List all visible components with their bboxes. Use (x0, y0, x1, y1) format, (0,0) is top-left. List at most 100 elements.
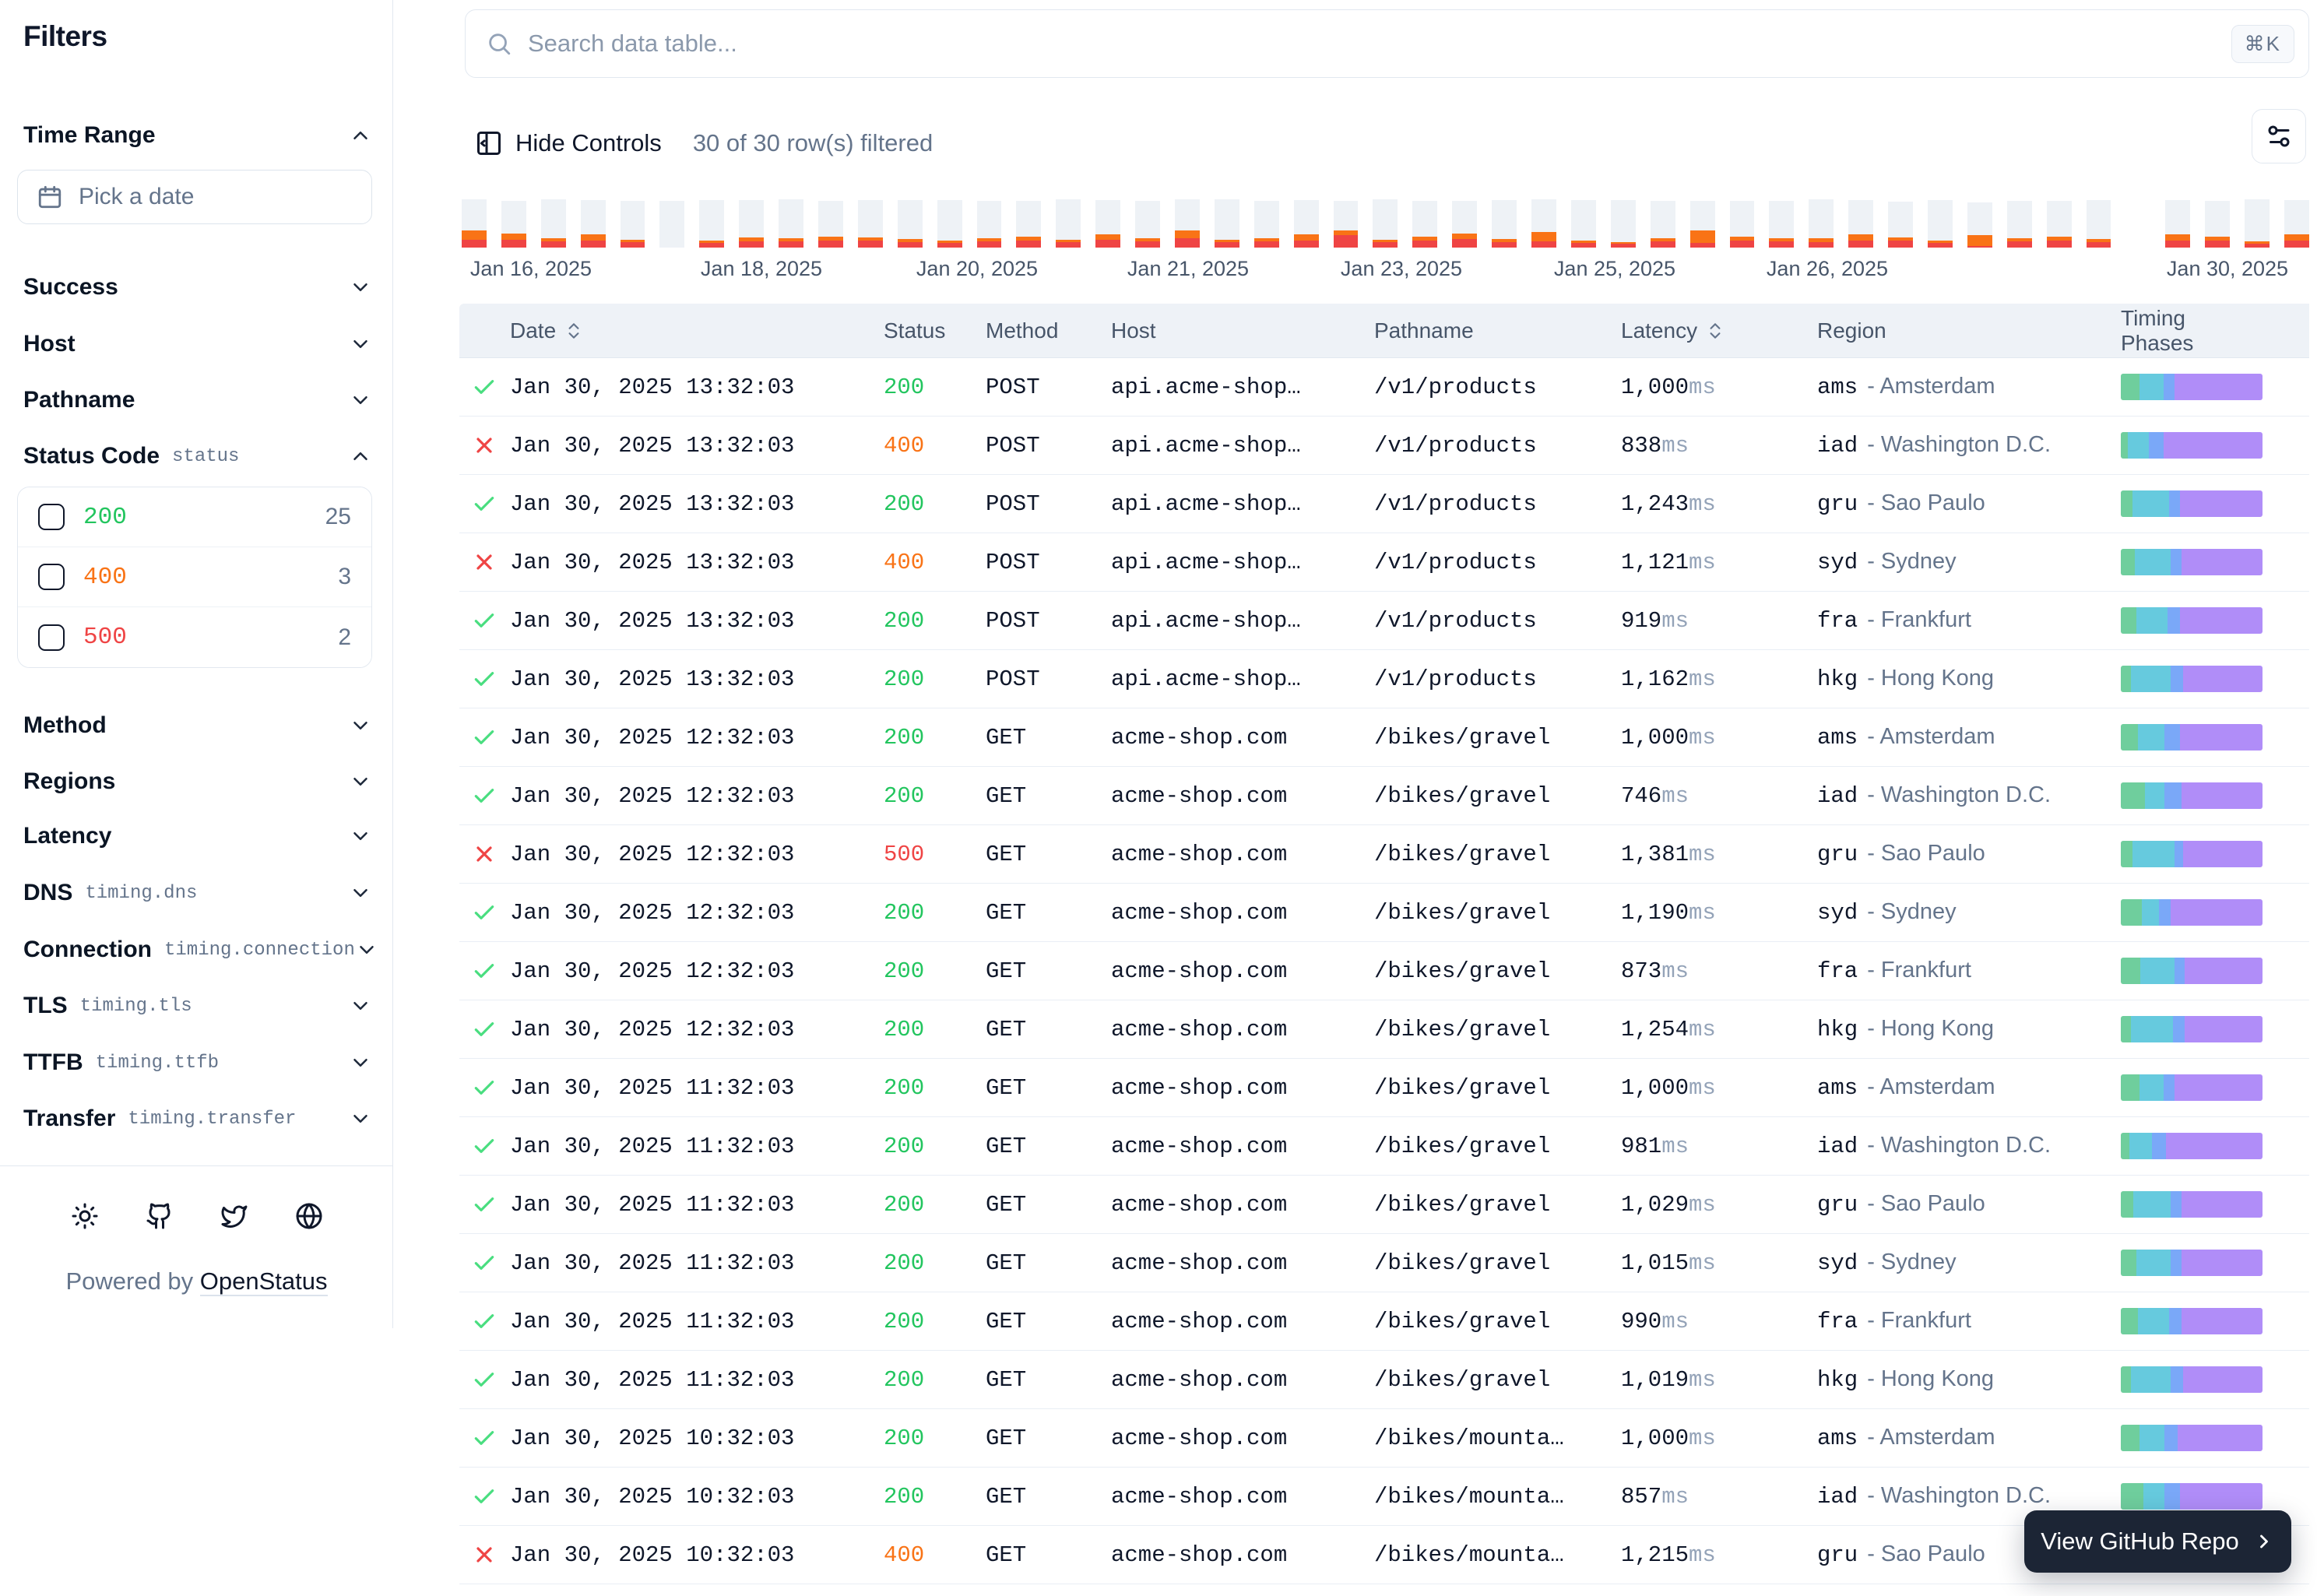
twitter-link[interactable] (217, 1199, 251, 1233)
view-options-button[interactable] (2252, 109, 2306, 163)
timeline-bar[interactable] (2284, 199, 2309, 248)
timeline-bar[interactable] (739, 199, 765, 248)
timeline-bar[interactable] (1452, 199, 1478, 248)
column-header-status[interactable]: Status (884, 318, 986, 343)
column-header-method[interactable]: Method (986, 318, 1111, 343)
timeline-bar[interactable] (659, 199, 685, 248)
timeline-bar[interactable] (1848, 199, 1874, 248)
table-row[interactable]: Jan 30, 2025 12:32:03 200 GET acme-shop.… (459, 767, 2309, 825)
checkbox[interactable] (38, 564, 65, 590)
timeline-bar[interactable] (1175, 199, 1200, 248)
timeline-bar[interactable] (1412, 199, 1438, 248)
timeline-bar[interactable] (1927, 199, 1953, 248)
column-header-host[interactable]: Host (1111, 318, 1374, 343)
table-row[interactable]: Jan 30, 2025 12:32:03 200 GET acme-shop.… (459, 942, 2309, 1000)
section-ttfb[interactable]: TTFB timing.ttfb (23, 1044, 372, 1081)
column-header-region[interactable]: Region (1817, 318, 2121, 343)
timeline-bar[interactable] (2205, 199, 2231, 248)
hide-controls-button[interactable]: Hide Controls (475, 129, 662, 157)
status-code-option[interactable]: 200 25 (18, 487, 371, 547)
table-row[interactable]: Jan 30, 2025 13:32:03 200 POST api.acme-… (459, 650, 2309, 708)
timeline-bar[interactable] (779, 199, 804, 248)
timeline-bar[interactable] (620, 199, 645, 248)
table-row[interactable]: Jan 30, 2025 12:32:03 200 GET acme-shop.… (459, 884, 2309, 942)
section-tls[interactable]: TLS timing.tls (23, 987, 372, 1025)
section-transfer[interactable]: Transfer timing.transfer (23, 1100, 372, 1137)
timeline-bar[interactable] (1570, 199, 1596, 248)
section-regions[interactable]: Regions (23, 763, 372, 800)
table-row[interactable]: Jan 30, 2025 11:32:03 200 GET acme-shop.… (459, 1059, 2309, 1117)
table-row[interactable]: Jan 30, 2025 13:32:03 400 POST api.acme-… (459, 533, 2309, 592)
table-row[interactable]: Jan 30, 2025 13:32:03 200 POST api.acme-… (459, 358, 2309, 417)
timeline-bar[interactable] (1809, 199, 1834, 248)
status-code-option[interactable]: 400 3 (18, 547, 371, 607)
timeline-bar[interactable] (2245, 199, 2270, 248)
section-host[interactable]: Host (23, 325, 372, 363)
table-row[interactable]: Jan 30, 2025 13:32:03 400 POST api.acme-… (459, 417, 2309, 475)
timeline-bar[interactable] (1056, 199, 1081, 248)
checkbox[interactable] (38, 624, 65, 651)
section-method[interactable]: Method (23, 707, 372, 744)
timeline-bar[interactable] (540, 199, 566, 248)
timeline-bar[interactable] (2125, 199, 2150, 248)
table-row[interactable]: Jan 30, 2025 12:32:03 500 GET acme-shop.… (459, 825, 2309, 884)
section-dns[interactable]: DNS timing.dns (23, 874, 372, 912)
table-row[interactable]: Jan 30, 2025 12:32:03 200 GET acme-shop.… (459, 708, 2309, 767)
timeline-bar[interactable] (1214, 199, 1239, 248)
table-row[interactable]: Jan 30, 2025 13:32:03 200 POST api.acme-… (459, 592, 2309, 650)
openstatus-link[interactable]: OpenStatus (199, 1267, 328, 1296)
timeline-bar[interactable] (1095, 199, 1121, 248)
timeline-bar[interactable] (2165, 199, 2191, 248)
section-pathname[interactable]: Pathname (23, 381, 372, 419)
section-latency[interactable]: Latency (23, 817, 372, 855)
date-picker-input[interactable]: Pick a date (17, 170, 372, 224)
column-header-latency[interactable]: Latency (1621, 318, 1817, 343)
column-header-pathname[interactable]: Pathname (1374, 318, 1621, 343)
timeline-bar[interactable] (976, 199, 1002, 248)
timeline-bar[interactable] (937, 199, 962, 248)
checkbox[interactable] (38, 504, 65, 530)
timeline-bar[interactable] (1373, 199, 1398, 248)
table-row[interactable]: Jan 30, 2025 10:32:03 400 GET acme-shop.… (459, 1526, 2309, 1584)
timeline-bar[interactable] (1888, 199, 1913, 248)
timeline-bar[interactable] (1333, 199, 1359, 248)
timeline-bar[interactable] (1729, 199, 1755, 248)
table-row[interactable]: Jan 30, 2025 11:32:03 200 GET acme-shop.… (459, 1234, 2309, 1292)
github-link[interactable] (142, 1199, 177, 1233)
table-row[interactable]: Jan 30, 2025 13:32:03 200 POST api.acme-… (459, 475, 2309, 533)
table-row[interactable]: Jan 30, 2025 12:32:03 200 GET acme-shop.… (459, 1000, 2309, 1059)
timeline-bar[interactable] (818, 199, 843, 248)
view-github-repo-button[interactable]: View GitHub Repo (2024, 1510, 2291, 1573)
theme-toggle-button[interactable] (68, 1199, 102, 1233)
website-link[interactable] (292, 1199, 326, 1233)
timeline-bar[interactable] (699, 199, 725, 248)
timeline-bar[interactable] (580, 199, 606, 248)
timeline-bar[interactable] (1253, 199, 1279, 248)
timeline-bar[interactable] (462, 199, 487, 248)
timeline-bar[interactable] (1293, 199, 1319, 248)
section-status-code[interactable]: Status Code status (23, 438, 372, 475)
timeline-bar[interactable] (2086, 199, 2111, 248)
timeline-bar[interactable] (1016, 199, 1042, 248)
timeline-bar[interactable] (1769, 199, 1795, 248)
table-row[interactable]: Jan 30, 2025 10:32:03 200 GET acme-shop.… (459, 1468, 2309, 1526)
timeline-bar[interactable] (1135, 199, 1161, 248)
timeline-bar[interactable] (2046, 199, 2072, 248)
status-code-option[interactable]: 500 2 (18, 607, 371, 667)
timeline-bar[interactable] (1492, 199, 1517, 248)
timeline-bar[interactable] (1531, 199, 1556, 248)
timeline-bar[interactable] (1650, 199, 1675, 248)
timeline-bar[interactable] (1610, 199, 1636, 248)
timeline-chart[interactable] (462, 199, 2309, 248)
column-header-date[interactable]: Date (510, 318, 884, 343)
timeline-bar[interactable] (1689, 199, 1715, 248)
section-success[interactable]: Success (23, 269, 372, 306)
timeline-bar[interactable] (897, 199, 923, 248)
table-row[interactable]: Jan 30, 2025 11:32:03 200 GET acme-shop.… (459, 1117, 2309, 1176)
timeline-bar[interactable] (1967, 199, 1992, 248)
table-row[interactable]: Jan 30, 2025 11:32:03 200 GET acme-shop.… (459, 1176, 2309, 1234)
table-row[interactable]: Jan 30, 2025 11:32:03 200 GET acme-shop.… (459, 1351, 2309, 1409)
timeline-bar[interactable] (857, 199, 883, 248)
table-row[interactable]: Jan 30, 2025 10:32:03 200 GET acme-shop.… (459, 1409, 2309, 1468)
table-row[interactable]: Jan 30, 2025 11:32:03 200 GET acme-shop.… (459, 1292, 2309, 1351)
